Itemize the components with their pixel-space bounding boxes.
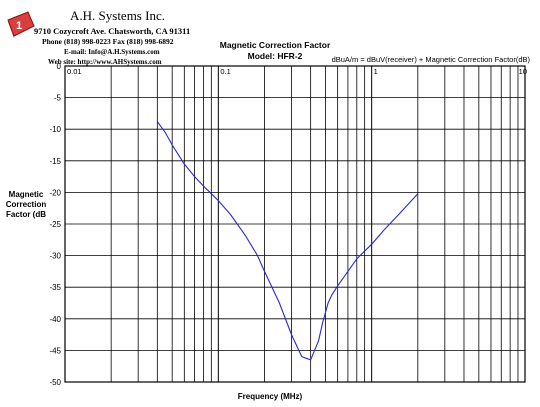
y-tick-label: -40 [49,315,61,324]
series-line [157,122,418,360]
x-tick-label: 0.01 [67,67,82,76]
y-tick-label: 0 [57,62,62,71]
x-tick-label: 0.1 [220,67,230,76]
y-tick-label: -45 [49,346,61,355]
x-tick-label: 1 [374,67,378,76]
y-tick-label: -15 [49,157,61,166]
y-tick-label: -50 [49,378,61,387]
y-tick-label: -35 [49,283,61,292]
x-tick-label: 10 [519,67,527,76]
y-tick-label: -10 [49,125,61,134]
y-tick-label: -30 [49,252,61,261]
y-tick-label: -20 [49,188,61,197]
y-tick-label: -25 [49,220,61,229]
y-tick-label: -5 [54,94,62,103]
